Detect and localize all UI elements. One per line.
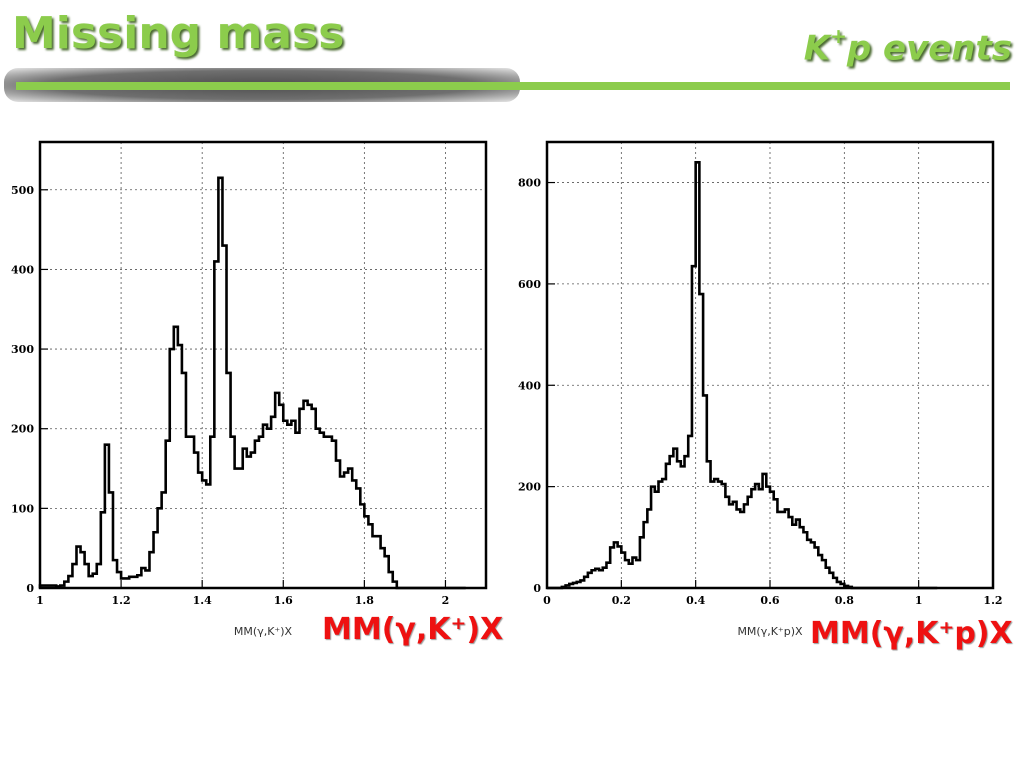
plot-frame [38, 140, 488, 590]
x-tick-label: 1 [36, 594, 44, 607]
histogram-series [547, 160, 938, 590]
y-tick-label: 200 [11, 423, 34, 436]
y-tick-label: 200 [518, 481, 541, 494]
y-tick-label: 0 [26, 582, 34, 595]
x-tick-label: 1.4 [193, 594, 212, 607]
subtitle-plus: + [830, 24, 847, 48]
x-tick-label: 2 [442, 594, 450, 607]
y-tick-label: 400 [518, 379, 541, 392]
header-bar-line [16, 82, 1010, 90]
y-tick-label: 600 [518, 278, 541, 291]
x-tick-label: 1.2 [983, 594, 1002, 607]
x-tick-label: 0.8 [835, 594, 854, 607]
x-tick-label: 1.2 [112, 594, 131, 607]
x-axis-title: MM(γ,K⁺p)X [737, 625, 803, 638]
label-mm-gamma-kplus-p: MM(γ,K⁺p)X [810, 616, 1013, 651]
y-tick-label: 100 [11, 502, 34, 515]
x-tick-label: 1 [915, 594, 923, 607]
x-tick-label: 1.8 [355, 594, 374, 607]
x-tick-label: 0 [543, 594, 551, 607]
label-mm-gamma-kplus: MM(γ,K⁺)X [322, 612, 504, 647]
histogram-series [38, 176, 466, 590]
x-tick-label: 0.6 [760, 594, 779, 607]
x-tick-label: 0.4 [686, 594, 705, 607]
y-tick-label: 400 [11, 263, 34, 276]
y-tick-label: 500 [11, 184, 34, 197]
y-tick-label: 0 [533, 582, 541, 595]
y-tick-label: 300 [11, 343, 34, 356]
subtitle-k: K [803, 28, 831, 69]
x-tick-label: 1.6 [274, 594, 293, 607]
slide-title: Missing mass [12, 8, 345, 59]
slide-subtitle: K+p events [803, 24, 1012, 69]
histogram-left: 1 1.2 1.4 1.6 1.8 2 0 100 200 300 400 500 MM(γ,K⁺)X [11, 140, 488, 638]
histogram-right: 0 0.2 0.4 0.6 0.8 1 1.2 0 200 400 600 800 MM(γ,K⁺p)X [518, 140, 1003, 638]
subtitle-rest: p events [846, 28, 1012, 69]
x-tick-label: 0.2 [612, 594, 631, 607]
y-tick-label: 800 [518, 177, 541, 190]
x-axis-title: MM(γ,K⁺)X [234, 625, 293, 638]
